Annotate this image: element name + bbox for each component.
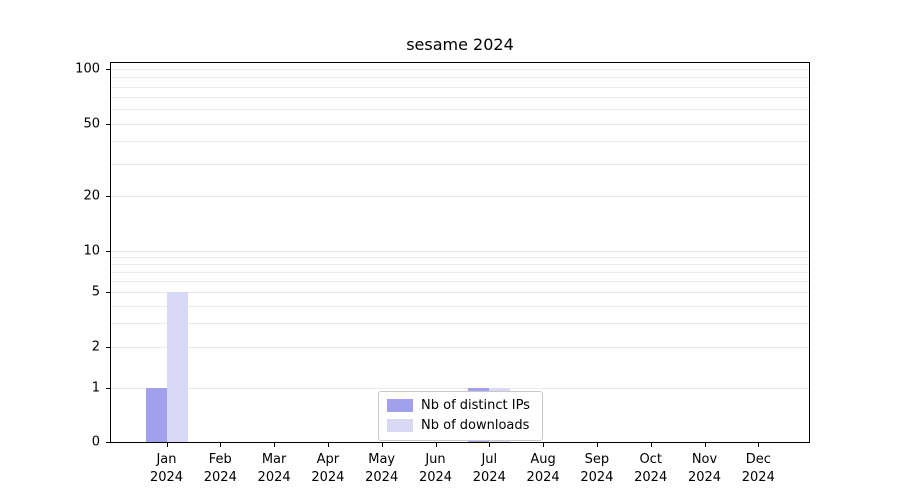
x-tick-mark (381, 443, 383, 447)
x-tick-mark (704, 443, 706, 447)
y-tick-mark (106, 69, 110, 70)
legend-item: Nb of downloads (387, 418, 530, 433)
y-tick-mark (106, 388, 110, 389)
y-tick-mark (106, 346, 110, 348)
gridline (111, 196, 809, 198)
x-tick-mark (543, 443, 545, 447)
x-tick-label: Mar 2024 (257, 452, 291, 485)
x-tick-mark (650, 443, 652, 447)
y-tick-mark (106, 442, 110, 443)
gridline (111, 141, 809, 143)
x-tick-mark (274, 443, 276, 447)
y-tick-label: 50 (83, 116, 100, 132)
x-tick-label: Sep 2024 (580, 452, 614, 485)
x-tick-mark (758, 443, 760, 447)
x-tick-label: May 2024 (365, 452, 399, 485)
gridline (111, 272, 809, 274)
y-tick-label: 0 (91, 434, 100, 450)
gridline (111, 264, 809, 266)
x-tick-label: Aug 2024 (526, 452, 560, 485)
y-tick-mark (106, 292, 110, 294)
gridline (111, 123, 809, 125)
x-tick-label: Oct 2024 (634, 452, 668, 485)
gridline (111, 305, 809, 307)
plot-area (110, 62, 810, 443)
gridline (111, 257, 809, 259)
y-tick-label: 100 (75, 61, 100, 77)
gridline (111, 77, 809, 79)
gridline (111, 322, 809, 324)
gridline (111, 388, 809, 389)
bar-nb-of-distinct-ips-jan (145, 388, 167, 442)
x-tick-label: Apr 2024 (311, 452, 345, 485)
x-tick-mark (489, 443, 491, 447)
gridline (111, 292, 809, 294)
gridline (111, 164, 809, 166)
x-tick-label: Jun 2024 (418, 452, 453, 485)
y-tick-mark (106, 196, 110, 198)
x-tick-mark (220, 443, 222, 447)
chart-title: sesame 2024 (406, 35, 514, 54)
legend-item: Nb of distinct IPs (387, 398, 530, 413)
x-tick-label: Feb 2024 (203, 452, 237, 485)
x-tick-mark (166, 443, 168, 447)
gridline (111, 346, 809, 348)
gridline (111, 109, 809, 111)
y-tick-label: 2 (91, 339, 100, 355)
legend: Nb of distinct IPs Nb of downloads (378, 391, 543, 441)
gridline (111, 86, 809, 88)
gridline (111, 281, 809, 283)
x-tick-mark (596, 443, 598, 447)
gridline (111, 97, 809, 99)
gridline (111, 69, 809, 70)
x-tick-label: Jul 2024 (472, 452, 506, 485)
y-tick-label: 1 (91, 380, 100, 396)
legend-swatch (387, 399, 413, 412)
x-tick-label: Jan 2024 (149, 452, 184, 485)
x-tick-label: Nov 2024 (687, 452, 722, 485)
legend-label: Nb of downloads (421, 418, 530, 433)
x-tick-label: Dec 2024 (741, 452, 775, 485)
x-tick-mark (435, 443, 437, 447)
x-tick-mark (327, 443, 329, 447)
y-tick-label: 5 (91, 284, 100, 300)
legend-label: Nb of distinct IPs (421, 398, 530, 413)
y-tick-mark (106, 251, 110, 252)
y-tick-label: 10 (83, 243, 100, 259)
y-tick-label: 20 (83, 188, 100, 204)
y-tick-mark (106, 123, 110, 125)
gridline (111, 251, 809, 252)
bar-nb-of-downloads-jan (166, 292, 188, 442)
legend-swatch (387, 419, 413, 432)
